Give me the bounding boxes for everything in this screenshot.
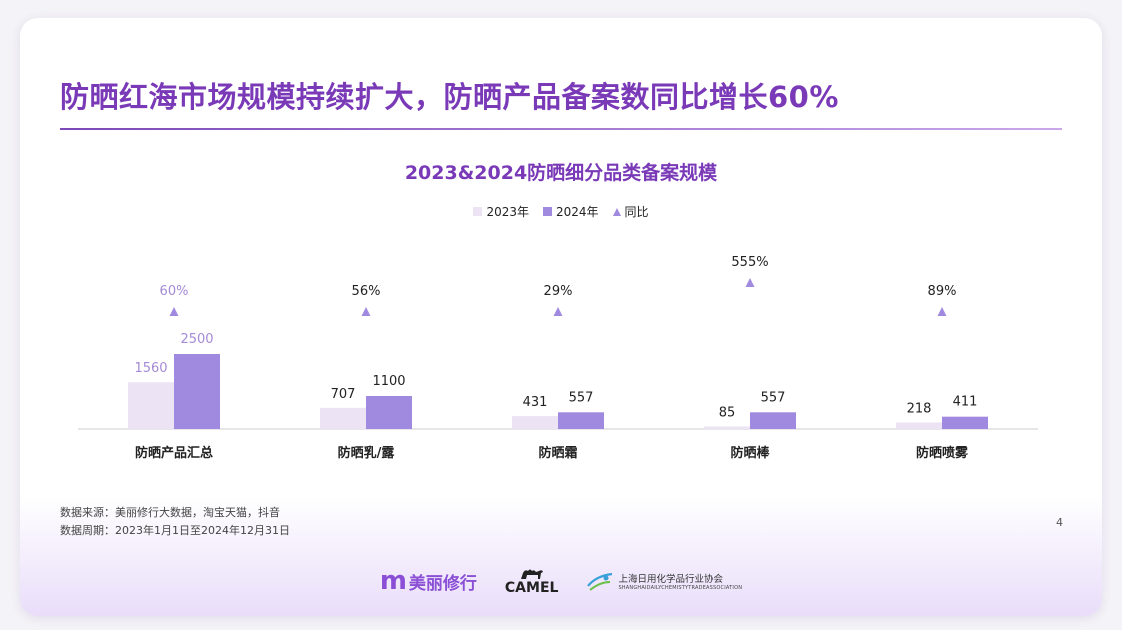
bar-2023 (512, 416, 558, 429)
data-period-note: 数据周期：2023年1月1日至2024年12月31日 (60, 524, 290, 537)
category-label: 防晒霜 (538, 445, 577, 461)
data-label-2024: 1100 (372, 374, 405, 389)
bar-2023 (320, 407, 366, 429)
yoy-marker (169, 307, 179, 316)
data-label-2024: 557 (569, 390, 594, 405)
data-label-2023: 1560 (134, 361, 167, 376)
yoy-marker (553, 307, 563, 316)
bar-2024 (942, 416, 988, 429)
legend-label-2024: 2024年 (555, 205, 599, 219)
bar-2024 (750, 412, 796, 429)
camel-icon (520, 569, 543, 579)
yoy-marker (745, 278, 755, 287)
legend-triangle-icon (612, 207, 621, 216)
legend-item-2023: 2023年 (473, 203, 529, 220)
legend-swatch-2023 (473, 207, 483, 216)
yoy-marker (937, 307, 947, 316)
association-name-en: SHANGHAIDAILYCHEMISTYTRADEASSOCIATION (618, 585, 743, 591)
bar-2023 (704, 426, 750, 429)
category-label: 防晒棒 (730, 445, 770, 461)
yoy-label: 555% (731, 255, 768, 270)
category-label: 防晒乳/露 (338, 445, 396, 461)
footnote: 数据来源：美丽修行大数据，淘宝天猫，抖音 数据周期：2023年1月1日至2024… (60, 504, 290, 540)
legend-swatch-2024 (542, 207, 552, 216)
data-source-note: 数据来源：美丽修行大数据，淘宝天猫，抖音 (60, 506, 280, 519)
data-label-2023: 431 (523, 395, 548, 410)
data-label-2024: 411 (953, 395, 978, 410)
logo-bar: m 美丽修行 CAMEL 上海日用化学品行业协会 SHANGHAIDAILYCH… (20, 566, 1102, 596)
yoy-label: 60% (160, 284, 189, 299)
category-label: 防晒喷雾 (916, 445, 969, 461)
legend-label-2023: 2023年 (486, 205, 529, 219)
bar-2024 (174, 354, 220, 429)
data-label-2023: 707 (331, 387, 356, 402)
legend-item-yoy: 同比 (612, 203, 649, 220)
page-title: 防晒红海市场规模持续扩大，防晒产品备案数同比增长60% (60, 80, 839, 114)
title-divider (60, 128, 1062, 130)
bar-2024 (366, 396, 412, 429)
camel-logo: CAMEL (504, 566, 559, 596)
shanghai-association-logo: 上海日用化学品行业协会 SHANGHAIDAILYCHEMISTYTRADEAS… (586, 570, 742, 592)
yoy-marker (361, 307, 371, 316)
slide-card: 防晒红海市场规模持续扩大，防晒产品备案数同比增长60% 2023&2024防晒细… (20, 18, 1102, 616)
data-label-2024: 557 (761, 390, 786, 405)
data-label-2023: 218 (907, 401, 932, 416)
category-label: 防晒产品汇总 (135, 445, 213, 461)
yoy-label: 29% (544, 284, 573, 299)
camel-text: CAMEL (504, 580, 559, 596)
meili-xiuxing-text: 美丽修行 (408, 574, 477, 594)
chart-title: 2023&2024防晒细分品类备案规模 (404, 162, 718, 184)
meili-xiuxing-mark: m (379, 566, 407, 596)
data-label-2024: 2500 (180, 332, 213, 347)
legend-label-yoy: 同比 (624, 205, 649, 219)
page-number: 4 (1056, 516, 1063, 529)
legend-item-2024: 2024年 (542, 203, 599, 220)
data-label-2023: 85 (719, 405, 736, 420)
yoy-label: 56% (352, 284, 381, 299)
bar-chart: 1560 2500 60% 防晒产品汇总 707 1100 56% 防晒乳/露 431 557 29… (78, 255, 1038, 461)
meili-xiuxing-logo: m 美丽修行 (380, 566, 477, 596)
association-emblem-icon (587, 572, 613, 591)
bar-2024 (558, 412, 604, 429)
bar-2023 (896, 422, 942, 429)
bar-2023 (128, 382, 174, 429)
association-name-cn: 上海日用化学品行业协会 (618, 574, 723, 585)
chart-legend: 2023年 2024年 同比 (20, 203, 1102, 220)
yoy-label: 89% (928, 284, 957, 299)
